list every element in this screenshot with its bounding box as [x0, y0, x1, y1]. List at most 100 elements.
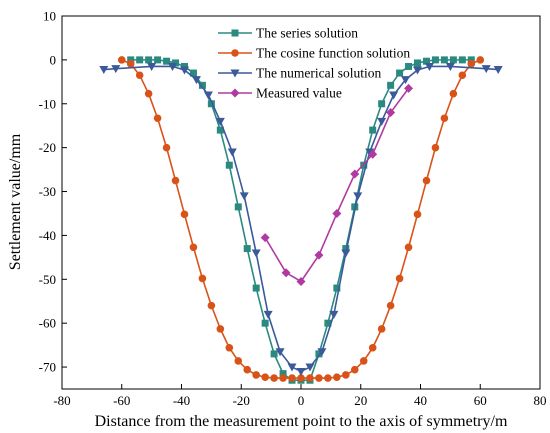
data-point: [288, 374, 296, 382]
data-point: [315, 374, 323, 382]
y-tick-label: -10: [39, 96, 56, 111]
series-line: [121, 59, 481, 379]
data-point: [314, 250, 324, 260]
data-point: [252, 284, 260, 292]
data-point: [377, 117, 387, 126]
data-point: [458, 71, 467, 80]
data-point: [243, 245, 251, 253]
data-point: [389, 91, 399, 100]
data-point: [350, 169, 360, 179]
data-point: [386, 301, 395, 310]
data-point: [263, 310, 273, 319]
data-point: [261, 373, 269, 381]
data-point: [243, 365, 252, 374]
data-point: [422, 57, 430, 65]
x-tick-label: -20: [233, 393, 250, 408]
data-point: [287, 363, 297, 372]
x-tick-label: 40: [414, 393, 427, 408]
data-point: [315, 350, 323, 358]
data-point: [377, 325, 386, 333]
legend-marker: [230, 69, 240, 78]
data-point: [333, 284, 341, 292]
data-point: [306, 374, 314, 382]
data-point: [449, 89, 458, 98]
x-tick-label: -40: [173, 393, 190, 408]
legend-item: Measured value: [218, 86, 342, 101]
data-point: [144, 89, 153, 98]
data-point: [422, 176, 431, 185]
data-point: [189, 69, 197, 77]
data-point: [297, 374, 305, 382]
series-line: [264, 87, 410, 283]
legend-label: The cosine function solution: [256, 46, 410, 61]
data-point: [317, 348, 327, 357]
data-point: [117, 56, 126, 64]
data-point: [198, 81, 206, 89]
data-point: [270, 374, 278, 382]
series-4: [260, 83, 414, 286]
x-tick-label: 20: [354, 393, 367, 408]
data-point: [281, 268, 291, 278]
data-point: [405, 62, 413, 70]
data-point: [99, 66, 109, 75]
data-point: [207, 100, 215, 108]
series-line: [103, 65, 499, 373]
data-point: [296, 276, 306, 286]
data-point: [324, 374, 332, 382]
data-point: [127, 56, 135, 64]
data-point: [445, 62, 455, 71]
data-point: [368, 149, 378, 159]
series-1: [127, 56, 475, 384]
data-point: [324, 319, 332, 327]
data-point: [207, 301, 216, 310]
y-tick-label: 10: [43, 9, 56, 24]
y-tick-label: -30: [39, 184, 56, 199]
series-layer: [99, 56, 503, 384]
data-point: [198, 274, 207, 283]
data-point: [191, 76, 201, 85]
data-point: [239, 192, 249, 201]
data-point: [341, 249, 351, 258]
data-point: [168, 62, 178, 71]
y-tick-label: -70: [39, 360, 56, 375]
data-point: [136, 56, 144, 64]
data-point: [252, 371, 260, 379]
series-2: [117, 56, 485, 382]
data-point: [414, 59, 422, 67]
data-point: [145, 56, 153, 64]
data-point: [279, 370, 287, 378]
y-tick-label: -40: [39, 228, 56, 243]
data-point: [350, 365, 359, 374]
data-point: [135, 71, 144, 80]
series-line: [130, 59, 472, 382]
data-point: [440, 56, 448, 64]
data-point: [493, 66, 503, 75]
data-point: [413, 66, 423, 75]
data-point: [424, 62, 434, 71]
data-point: [369, 126, 377, 134]
data-point: [378, 100, 386, 108]
legend-item: The numerical solution: [218, 66, 381, 81]
data-point: [216, 126, 224, 134]
legend-item: The series solution: [218, 26, 358, 41]
data-point: [353, 192, 363, 201]
data-point: [467, 60, 476, 68]
data-point: [179, 66, 189, 75]
data-point: [260, 233, 270, 243]
x-tick-label: 60: [474, 393, 487, 408]
data-point: [234, 203, 242, 211]
x-tick-label: 0: [298, 393, 305, 408]
data-point: [413, 210, 422, 219]
data-point: [449, 56, 457, 64]
legend: The series solution The cosine function s…: [218, 26, 410, 101]
data-point: [234, 357, 243, 365]
y-tick-label: -60: [39, 316, 56, 331]
data-point: [368, 343, 377, 352]
x-axis-ticks: -80 -60 -40 -20 0 20 40 60 80: [53, 384, 547, 408]
data-point: [481, 65, 491, 74]
x-axis-title: Distance from the measurement point to t…: [95, 413, 508, 430]
data-point: [387, 81, 395, 89]
legend-marker: [230, 88, 240, 98]
